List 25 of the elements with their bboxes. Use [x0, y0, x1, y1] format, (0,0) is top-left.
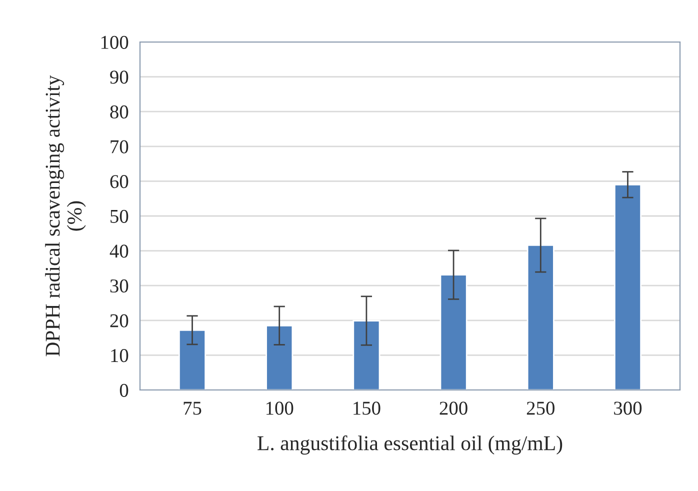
bar — [266, 324, 294, 390]
bar — [178, 329, 206, 390]
y-tick-label: 30 — [110, 279, 128, 293]
y-tick-label: 0 — [120, 384, 128, 397]
y-tick-label: 20 — [110, 314, 128, 328]
y-tick-label: 80 — [110, 105, 128, 119]
x-tick-label: 150 — [354, 402, 380, 415]
x-tick-label: 200 — [440, 402, 468, 415]
bar — [526, 244, 554, 390]
y-tick-label: 10 — [111, 349, 128, 362]
bar — [440, 274, 468, 390]
x-tick-label: 100 — [266, 402, 294, 415]
y-axis-title: DPPH radical scavenging activity (%) — [45, 75, 86, 356]
y-tick-label: 90 — [110, 70, 128, 84]
x-axis-title: L. angustifolia essential oil (mg/mL) — [258, 435, 562, 455]
bar — [352, 320, 380, 390]
y-tick-label: 70 — [110, 140, 128, 154]
x-tick-label: 300 — [614, 402, 642, 415]
bar — [614, 184, 642, 390]
x-tick-label: 250 — [526, 402, 554, 415]
y-tick-label: 60 — [110, 175, 128, 188]
x-tick-label: 75 — [184, 402, 202, 415]
y-tick-label: 100 — [101, 36, 128, 49]
y-tick-label: 40 — [110, 244, 128, 258]
y-tick-label: 50 — [110, 210, 128, 223]
